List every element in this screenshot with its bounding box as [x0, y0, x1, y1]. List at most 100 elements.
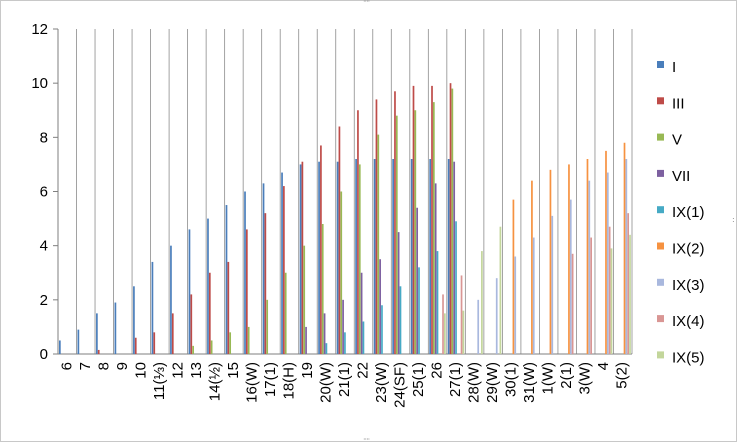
bar-V-15: [229, 332, 232, 354]
bar-III-13: [190, 294, 193, 354]
x-tick-label: 25(1): [410, 362, 427, 397]
bar-IX(3)-1(W): [551, 215, 554, 354]
x-tick-label: 10: [132, 362, 149, 379]
x-tick-label: 27(1): [447, 362, 464, 397]
x-tick-label: 19: [299, 362, 316, 379]
bar-I-16(W): [244, 191, 246, 354]
bar-V-22: [358, 164, 361, 354]
bar-V-24(SF): [395, 115, 398, 355]
bar-I-15: [225, 205, 228, 354]
resize-handle-bottom[interactable]: ····: [363, 435, 370, 444]
bar-I-18(H): [281, 172, 283, 354]
bar-I-12: [170, 245, 172, 354]
bar-III-16(W): [245, 229, 248, 354]
x-tick-label: 8: [95, 362, 112, 370]
x-tick-label: 18(H): [280, 362, 297, 400]
bar-III-19: [301, 161, 304, 354]
x-tick-label: 11(⅓): [151, 362, 168, 400]
legend-swatch: [657, 133, 664, 141]
bar-IX(3)-2(1): [569, 199, 572, 354]
bar-IX(4)-2(1): [571, 253, 574, 354]
bar-IX(5)-28(W): [481, 251, 483, 354]
bar-IX(1)-27(1): [455, 221, 457, 354]
bar-VII-22: [360, 272, 363, 354]
y-tick-label: 12: [31, 21, 48, 38]
y-tick-label: 4: [40, 238, 48, 255]
x-tick-label: 3(W): [577, 362, 594, 395]
y-tick-label: 0: [40, 346, 48, 363]
bar-IX(2)-30(1): [512, 199, 515, 354]
x-tick-label: 28(W): [466, 362, 483, 403]
legend-label: IX(3): [672, 277, 705, 294]
bar-I-20(W): [318, 161, 320, 354]
bar-I-27(1): [447, 159, 450, 354]
legend-swatch: [657, 315, 664, 323]
bar-V-18(H): [284, 272, 287, 354]
bar-VII-26: [434, 183, 437, 354]
bar-VII-24(SF): [397, 232, 400, 354]
bar-V-26: [432, 102, 435, 354]
bar-I-8: [96, 313, 98, 354]
resize-handle-top[interactable]: ····: [363, 0, 370, 6]
x-tick-label: 9: [114, 362, 131, 370]
bar-IX(2)-1(W): [549, 169, 552, 354]
legend-label: V: [672, 132, 682, 149]
bar-IX(2)-3(W): [586, 159, 589, 354]
bar-III-18(H): [283, 186, 285, 354]
x-tick-label: 30(1): [503, 362, 520, 397]
bar-IX(3)-4: [606, 172, 609, 354]
bar-IX(5)-4: [610, 248, 613, 354]
bar-VII-21(1): [342, 299, 344, 354]
x-tick-label: 2(1): [558, 362, 575, 389]
y-tick-label: 2: [40, 292, 48, 309]
bar-V-14(½): [210, 340, 213, 354]
legend-label: IX(2): [672, 241, 705, 258]
bar-IX(3)-28(W): [477, 299, 480, 354]
bar-III-8: [97, 349, 100, 354]
bar-I-13: [188, 229, 191, 354]
bar-III-22: [357, 110, 359, 354]
legend-swatch: [657, 169, 664, 177]
bar-IX(4)-4: [608, 226, 611, 354]
legend-swatch: [657, 242, 664, 250]
legend-label: I: [672, 59, 676, 76]
bar-V-20(W): [321, 224, 324, 354]
bar-IX(1)-26: [436, 251, 439, 354]
legend-swatch: [657, 61, 664, 68]
bar-IX(4)-26: [442, 294, 444, 354]
x-tick-label: 23(W): [373, 362, 390, 403]
bar-IX(1)-22: [362, 321, 365, 354]
bar-VII-25(1): [416, 207, 419, 354]
bar-I-6: [59, 340, 61, 354]
bar-IX(4)-5(2): [627, 213, 630, 354]
bar-I-25(1): [410, 159, 413, 354]
x-tick-label: 29(W): [484, 362, 501, 403]
x-tick-label: 12: [169, 362, 186, 379]
bar-IX(2)-2(1): [568, 164, 570, 354]
x-tick-label: 20(W): [317, 362, 334, 403]
legend-swatch: [657, 97, 664, 105]
y-tick-label: 10: [31, 75, 48, 92]
resize-handle-right[interactable]: :: [732, 215, 735, 224]
bar-VII-20(W): [323, 313, 326, 354]
legend-label: VII: [672, 168, 690, 185]
legend-label: IX(5): [672, 349, 705, 366]
bar-I-23(W): [373, 159, 376, 354]
bar-IX(3)-31(W): [532, 237, 535, 354]
bar-IX(3)-3(W): [588, 180, 591, 354]
x-tick-label: 24(SF): [392, 362, 409, 408]
bar-I-7: [77, 329, 80, 354]
legend-swatch: [657, 206, 664, 214]
bar-V-21(1): [340, 191, 343, 354]
bar-IX(5)-26: [444, 313, 446, 354]
bar-VII-23(W): [379, 259, 381, 354]
bar-IX(2)-31(W): [531, 180, 533, 354]
x-tick-label: 14(½): [206, 362, 223, 401]
bar-I-17(1): [262, 183, 265, 354]
legend-label: IX(4): [672, 313, 705, 330]
bar-IX(1)-23(W): [381, 305, 383, 354]
bar-IX(3)-30(1): [514, 256, 517, 354]
bar-I-24(SF): [392, 159, 394, 354]
